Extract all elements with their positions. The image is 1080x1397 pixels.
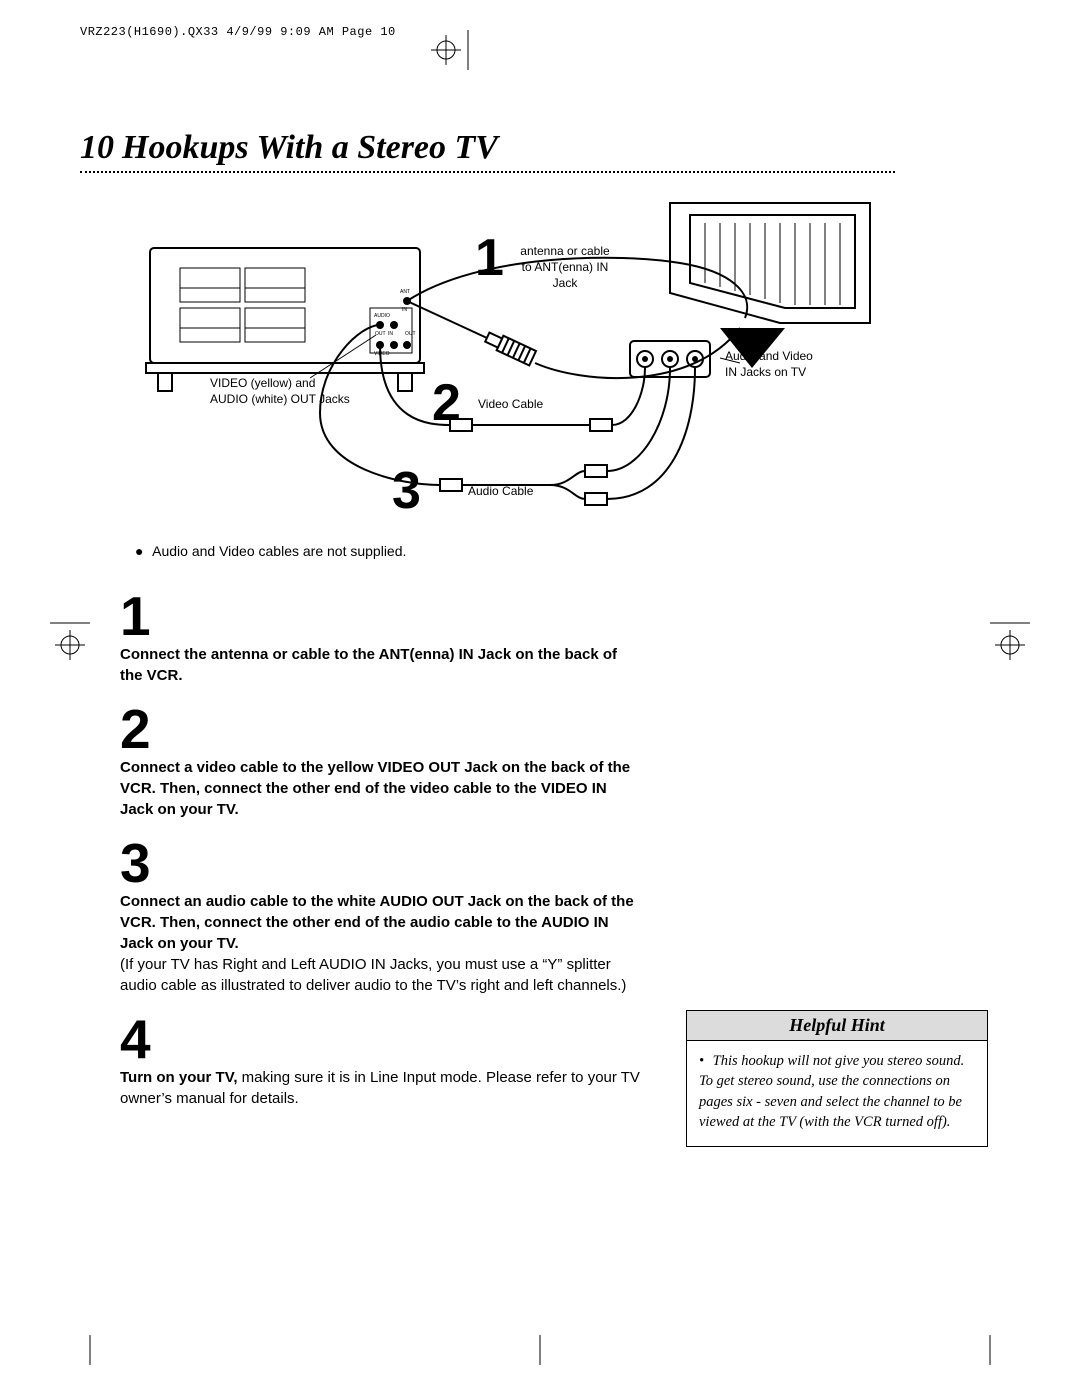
svg-text:IN: IN bbox=[402, 307, 407, 313]
diagram-step2-num: 2 bbox=[432, 373, 461, 433]
helpful-hint-title: Helpful Hint bbox=[687, 1011, 987, 1041]
step-1-bold: Connect the antenna or cable to the ANT(… bbox=[120, 646, 617, 684]
step-3: 3 Connect an audio cable to the white AU… bbox=[120, 836, 640, 996]
page-number: 10 bbox=[80, 129, 114, 167]
diagram-vcr-jacks-label: VIDEO (yellow) andAUDIO (white) OUT Jack… bbox=[210, 375, 410, 407]
supply-note: ● Audio and Video cables are not supplie… bbox=[135, 543, 1000, 559]
step-num-4: 4 bbox=[120, 1012, 640, 1067]
step-3-bold: Connect an audio cable to the white AUDI… bbox=[120, 893, 634, 952]
title-divider bbox=[80, 171, 895, 173]
diagram-video-cable-label: Video Cable bbox=[478, 396, 543, 412]
crop-marks-bottom bbox=[60, 1330, 1020, 1390]
svg-text:IN: IN bbox=[388, 331, 393, 337]
step-num-3: 3 bbox=[120, 836, 640, 891]
step-num-1: 1 bbox=[120, 589, 640, 644]
diagram-antenna-label: antenna or cable to ANT(enna) IN Jack bbox=[520, 243, 610, 292]
bullet-icon: ● bbox=[135, 543, 149, 559]
step-2-bold: Connect a video cable to the yellow VIDE… bbox=[120, 759, 630, 818]
page-title: 10 Hookups With a Stereo TV bbox=[80, 129, 1000, 167]
helpful-hint-body: • This hookup will not give you stereo s… bbox=[687, 1041, 987, 1146]
step-num-2: 2 bbox=[120, 702, 640, 757]
step-4-bold: Turn on your TV, bbox=[120, 1069, 238, 1086]
header-meta: VRZ223(H1690).QX33 4/9/99 9:09 AM Page 1… bbox=[80, 25, 1000, 39]
diagram-audio-cable-label: Audio Cable bbox=[468, 483, 533, 499]
svg-text:ANT: ANT bbox=[400, 289, 410, 295]
svg-text:OUT: OUT bbox=[405, 331, 416, 337]
registration-mark-right bbox=[980, 605, 1040, 665]
step-2: 2 Connect a video cable to the yellow VI… bbox=[120, 702, 640, 820]
diagram-step3-num: 3 bbox=[392, 461, 421, 521]
step-4: 4 Turn on your TV, making sure it is in … bbox=[120, 1012, 640, 1109]
diagram-tv-jacks-label: Audio and VideoIN Jacks on TV bbox=[725, 348, 845, 380]
page: VRZ223(H1690).QX33 4/9/99 9:09 AM Page 1… bbox=[0, 0, 1080, 1397]
helpful-hint-box: Helpful Hint • This hookup will not give… bbox=[686, 1010, 988, 1147]
diagram-step1-num: 1 bbox=[475, 228, 504, 288]
svg-text:VIDEO: VIDEO bbox=[374, 351, 390, 357]
steps-list: 1 Connect the antenna or cable to the AN… bbox=[120, 589, 640, 1109]
hookup-diagram: ANT IN AUDIO OUT IN VIDEO OUT bbox=[80, 193, 900, 543]
step-3-plain: (If your TV has Right and Left AUDIO IN … bbox=[120, 956, 626, 994]
registration-mark-left bbox=[40, 605, 100, 665]
helpful-hint-text: This hookup will not give you stereo sou… bbox=[699, 1053, 964, 1130]
note-text: Audio and Video cables are not supplied. bbox=[152, 543, 406, 559]
bullet-icon: • bbox=[699, 1051, 709, 1071]
step-1: 1 Connect the antenna or cable to the AN… bbox=[120, 589, 640, 686]
svg-text:OUT: OUT bbox=[375, 331, 386, 337]
svg-text:AUDIO: AUDIO bbox=[374, 313, 390, 319]
title-text: Hookups With a Stereo TV bbox=[122, 129, 498, 167]
